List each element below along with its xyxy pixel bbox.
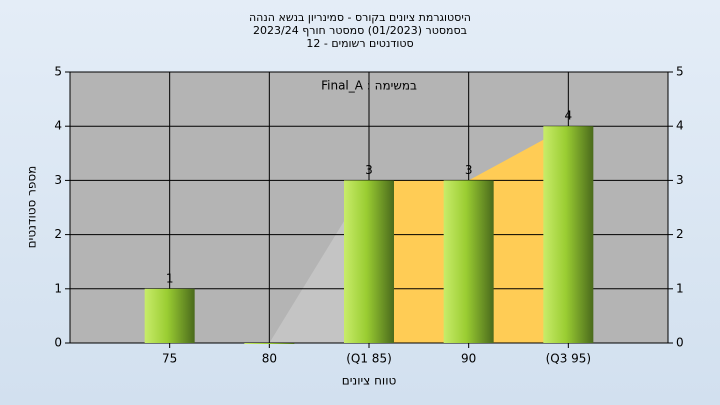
x-tick-label: 80 bbox=[262, 352, 277, 366]
bar bbox=[144, 288, 195, 343]
x-axis-label: טווח ציונים bbox=[342, 374, 397, 388]
title-line: היסטוגרמת ציונים בקורס - סמינריון בנשא ה… bbox=[249, 11, 471, 24]
bar bbox=[443, 180, 494, 343]
x-tick-label: 90 bbox=[461, 352, 476, 366]
data-label: 1 bbox=[166, 271, 174, 285]
y-tick-label: 0 bbox=[54, 336, 62, 350]
x-tick-label: 75 bbox=[162, 352, 177, 366]
y2-tick-label: 5 bbox=[676, 65, 684, 79]
y-tick-label: 5 bbox=[54, 65, 62, 79]
y2-tick-label: 3 bbox=[676, 173, 684, 187]
y2-tick-label: 4 bbox=[676, 119, 684, 133]
y-tick-label: 4 bbox=[54, 119, 62, 133]
data-label: 4 bbox=[565, 109, 573, 123]
y-tick-label: 1 bbox=[54, 281, 62, 295]
y2-tick-label: 1 bbox=[676, 281, 684, 295]
y-tick-label: 2 bbox=[54, 227, 62, 241]
y2-tick-label: 0 bbox=[676, 336, 684, 350]
title-line: סטודנטים רשומים - 12 bbox=[306, 37, 413, 50]
bar bbox=[244, 343, 295, 344]
data-label: 3 bbox=[465, 163, 473, 177]
x-tick-label: (Q3 95) bbox=[546, 352, 592, 366]
x-tick-label: (Q1 85) bbox=[346, 352, 392, 366]
annotation: Final_A : במשימה bbox=[321, 79, 417, 93]
y2-tick-label: 2 bbox=[676, 227, 684, 241]
title-line: בסמסטר (01/2023) סמסטר חורף 2023/24 bbox=[253, 24, 467, 37]
y-axis-label: מספר סטודנטים bbox=[25, 166, 39, 249]
y-tick-label: 3 bbox=[54, 173, 62, 187]
data-label: 3 bbox=[365, 163, 373, 177]
bar bbox=[344, 180, 394, 343]
bar bbox=[543, 126, 594, 343]
